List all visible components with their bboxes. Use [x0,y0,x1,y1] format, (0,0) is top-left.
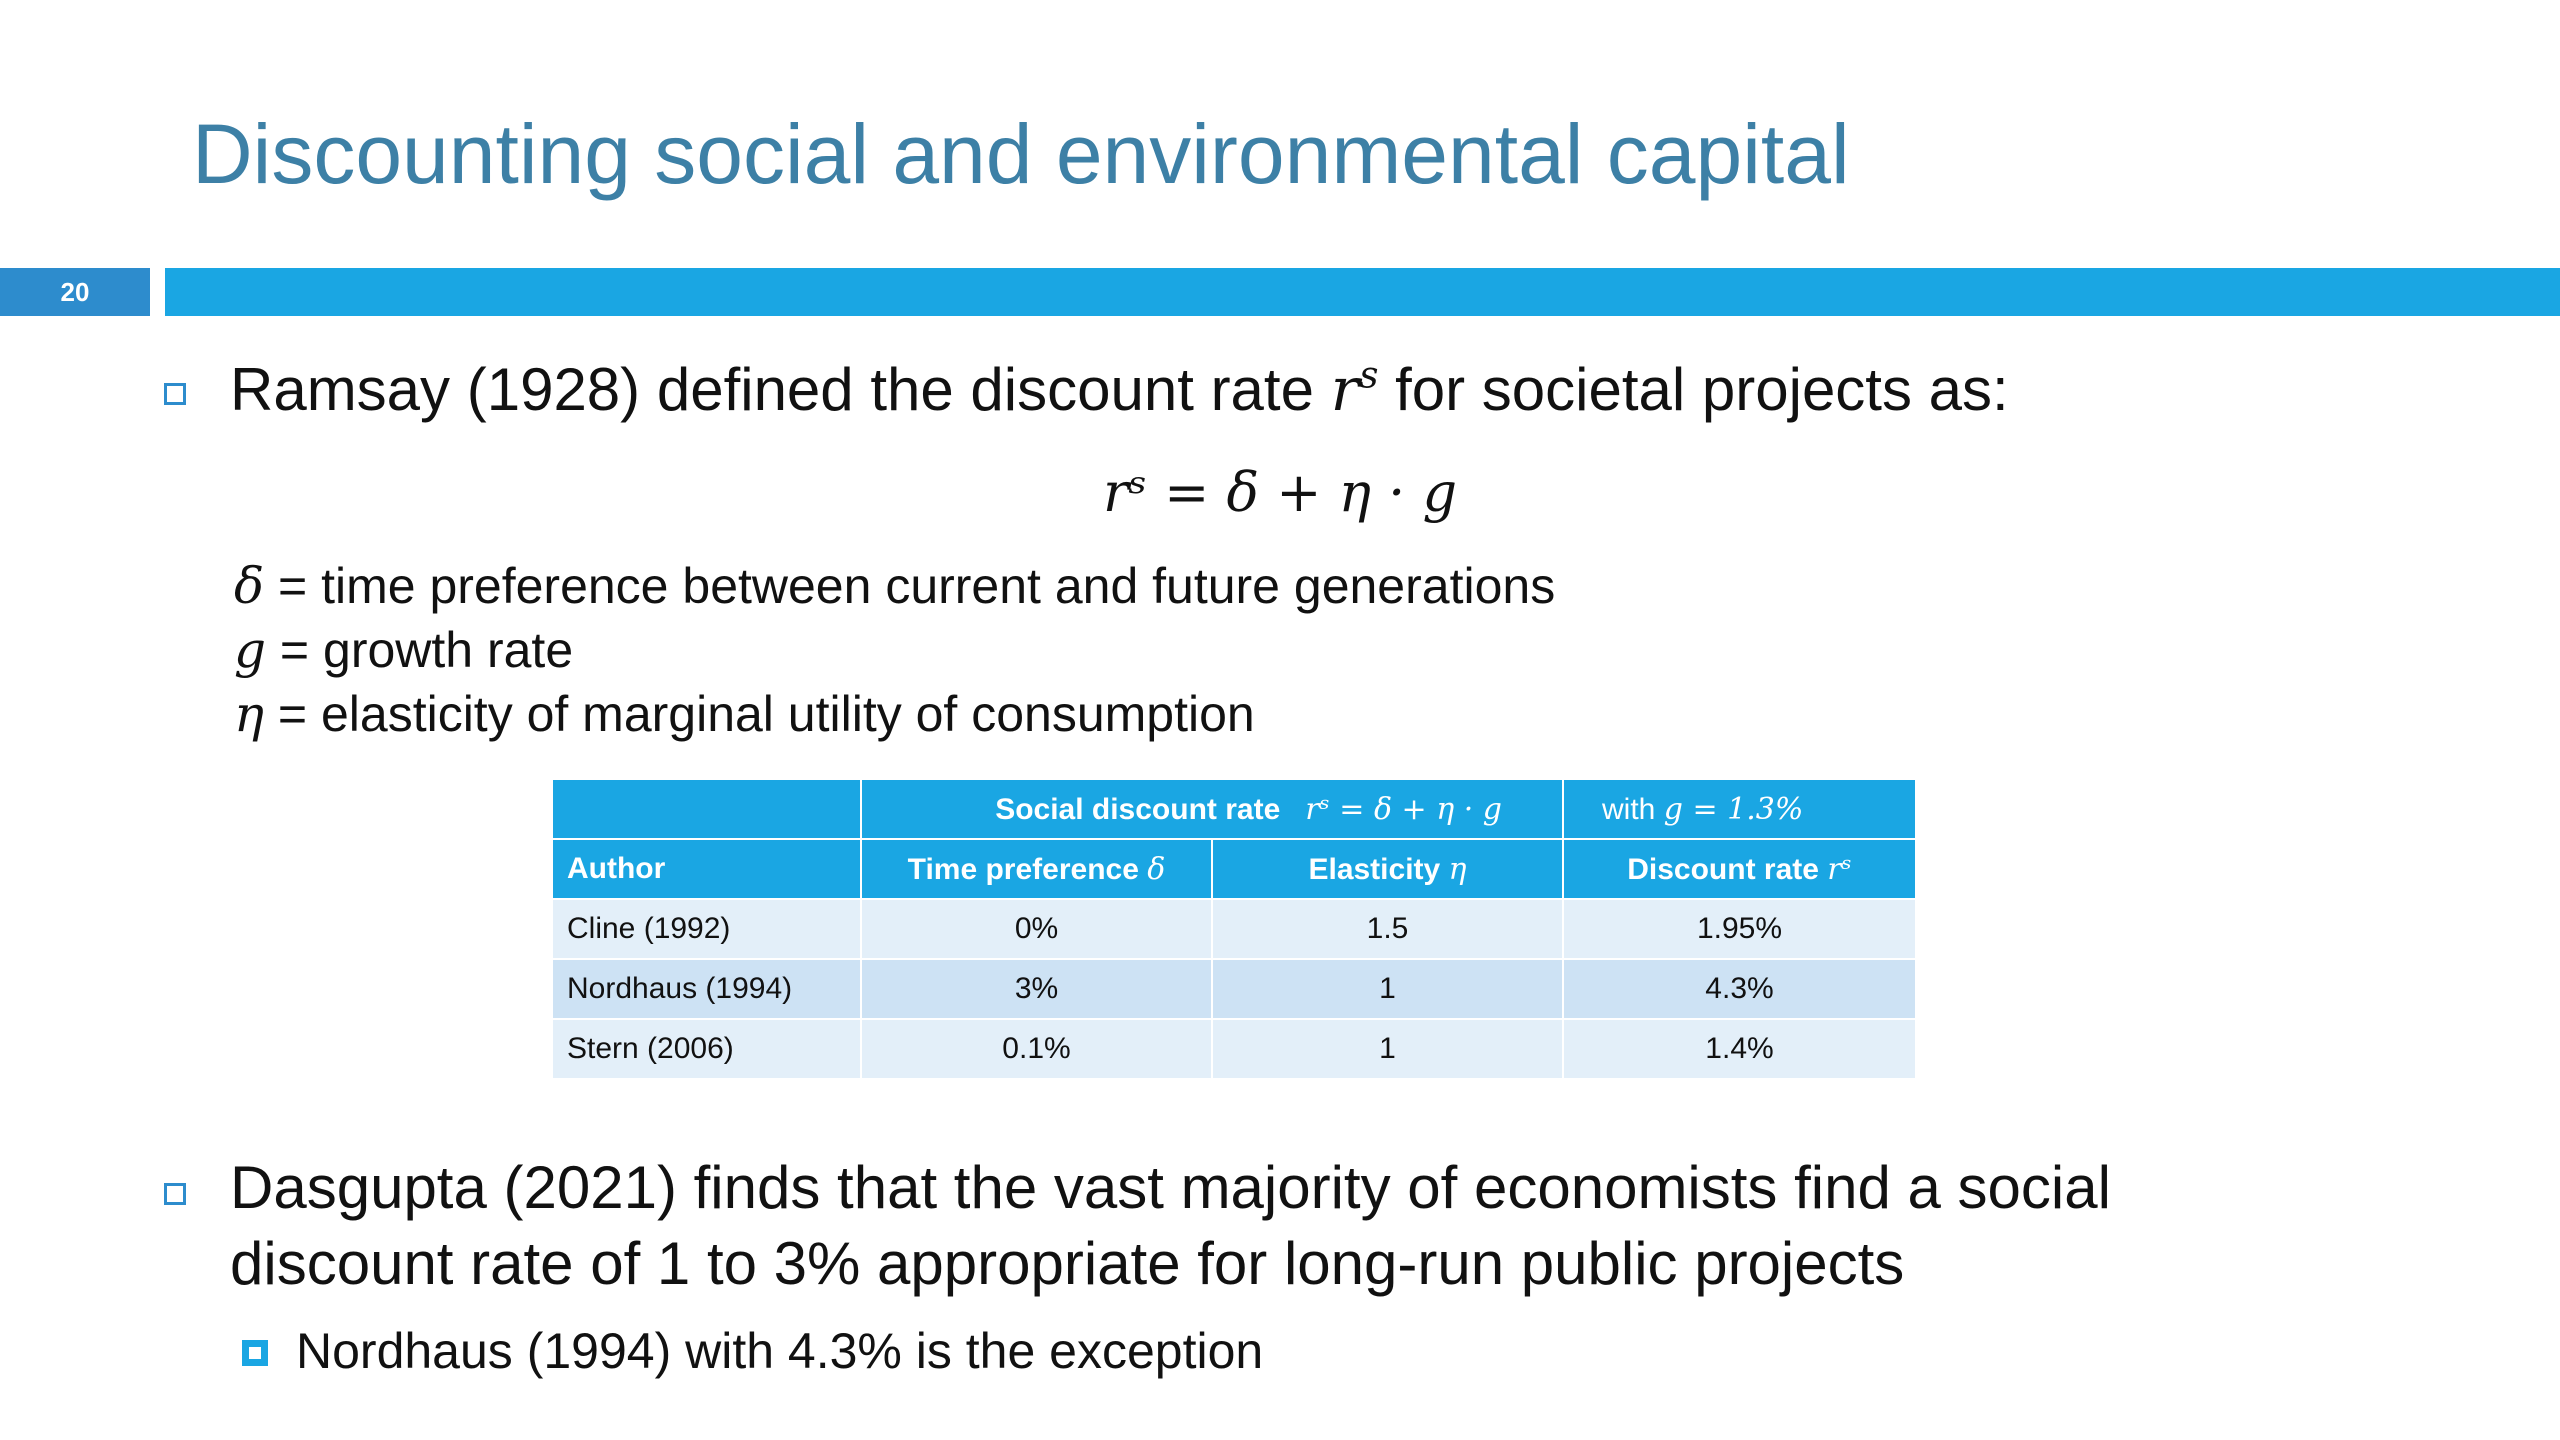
bullet-dasgupta-line1: Dasgupta (2021) finds that the vast majo… [230,1154,2111,1221]
table-row: Stern (2006) 0.1% 1 1.4% [553,1020,1915,1080]
bullet-ramsay-text-after: for societal projects as: [1395,356,2009,423]
column-header-symbol: δ [1147,851,1166,887]
table-cell-discount-rate: 1.95% [1564,900,1915,960]
definition-text: = time preference between current and fu… [278,558,1556,614]
column-header-symbol: rˢ [1827,851,1852,887]
definition-text: = growth rate [279,622,574,678]
table-cell-time-preference: 0% [862,900,1213,960]
table-group-header-row: Social discount rate rˢ = δ + η · g with… [553,780,1915,840]
square-bullet-icon [164,383,186,405]
column-header-label: Author [567,852,666,885]
table-group-header: Social discount rate rˢ = δ + η · g [862,780,1564,840]
group-header-label: Social discount rate [995,792,1281,826]
table-cell-time-preference: 0.1% [862,1020,1213,1080]
bullet-ramsay: Ramsay (1928) defined the discount rate … [230,352,2009,428]
table-cell-elasticity: 1 [1213,960,1564,1020]
column-header-symbol: η [1448,851,1467,887]
group-header-with-label: with [1602,792,1656,826]
sub-bullet-nordhaus: Nordhaus (1994) with 4.3% is the excepti… [296,1323,1264,1379]
table-cell-elasticity: 1.5 [1213,900,1564,960]
column-header-author: Author [553,840,862,900]
definition-delta: δ = time preference between current and … [234,554,1555,618]
slide-title: Discounting social and environmental cap… [192,107,1850,201]
column-header-label: Elasticity [1308,852,1441,886]
table-row: Nordhaus (1994) 3% 1 4.3% [553,960,1915,1020]
bullet-dasgupta-line2: discount rate of 1 to 3% appropriate for… [230,1230,1905,1297]
rs-variable: rs [1331,355,1379,425]
table-cell-author: Cline (1992) [553,900,862,960]
discount-rate-table: Social discount rate rˢ = δ + η · g with… [553,780,1915,1080]
table-cell-discount-rate: 4.3% [1564,960,1915,1020]
page-number-badge: 20 [0,268,150,316]
table-cell-author: Nordhaus (1994) [553,960,862,1020]
table-cell-time-preference: 3% [862,960,1213,1020]
title-divider-bar [165,268,2560,316]
column-header-elasticity: Elasticity η [1213,840,1564,900]
rs-superscript: s [1359,352,1379,397]
bullet-ramsay-text: Ramsay (1928) defined the discount rate [230,356,1314,423]
table-row: Cline (1992) 0% 1.5 1.95% [553,900,1915,960]
table-header-row: Author Time preference δ Elasticity η Di… [553,840,1915,900]
rs-base: r [1330,355,1360,425]
table-cell-elasticity: 1 [1213,1020,1564,1080]
table-cell-discount-rate: 1.4% [1564,1020,1915,1080]
table-group-header-with: with g = 1.3% [1564,780,1915,840]
filled-square-bullet-icon [242,1340,268,1366]
group-header-with-formula: g = 1.3% [1663,791,1804,827]
column-header-time-preference: Time preference δ [862,840,1213,900]
group-header-formula: rˢ = δ + η · g [1305,791,1502,827]
ramsey-formula: rˢ = δ + η · g [1102,461,1458,524]
column-header-discount-rate: Discount rate rˢ [1564,840,1915,900]
definition-symbol: η [234,685,264,743]
column-header-label: Time preference [907,852,1139,886]
definition-symbol: g [234,621,267,679]
definition-symbol: δ [234,557,265,615]
table-cell-author: Stern (2006) [553,1020,862,1080]
table-header-empty-cell [553,780,862,840]
definition-eta: η = elasticity of marginal utility of co… [234,682,1255,746]
square-bullet-icon [164,1183,186,1205]
definition-g: g = growth rate [234,618,573,682]
definition-text: = elasticity of marginal utility of cons… [277,686,1255,742]
column-header-label: Discount rate [1627,852,1819,886]
